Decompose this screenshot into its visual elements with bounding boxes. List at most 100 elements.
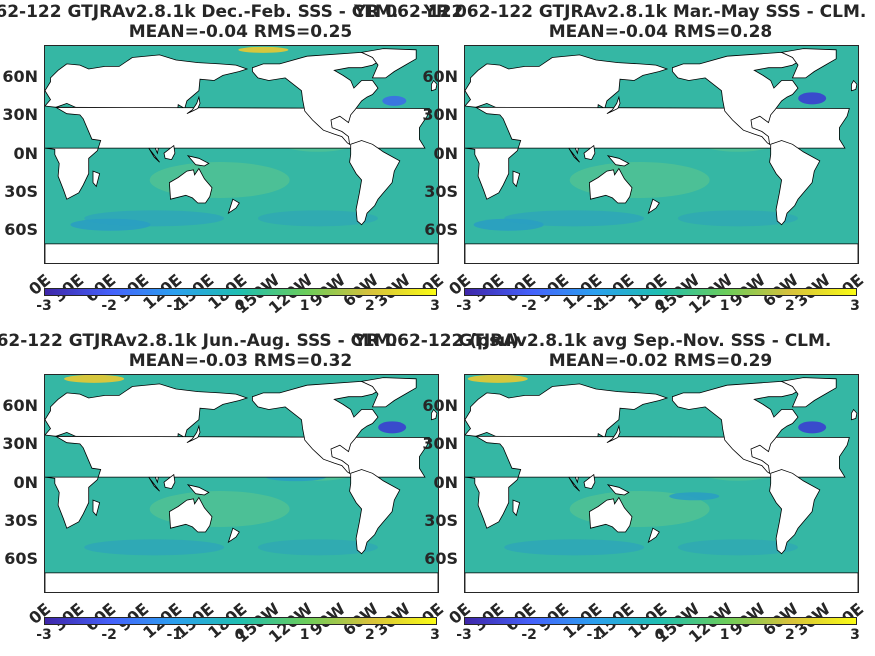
lat-tick-label: 60N xyxy=(422,395,458,415)
land-indonesia1 xyxy=(148,147,160,163)
colorbar-tick-label: 2 xyxy=(784,627,795,643)
lat-tick-label: 30N xyxy=(422,105,458,125)
panel-stats: MEAN=-0.04 RMS=0.25 xyxy=(128,22,353,42)
colorbar-tick-label: -3 xyxy=(456,627,472,643)
lat-tick-label: 60S xyxy=(4,220,38,240)
land-antarctica xyxy=(45,243,438,263)
land-antarctica xyxy=(465,572,858,592)
lat-tick-label: 30N xyxy=(422,434,458,454)
sss-anomaly-map xyxy=(464,374,859,593)
colorbar-tick-label: -2 xyxy=(101,298,117,314)
land-uk xyxy=(430,408,438,421)
land-borneo xyxy=(163,473,176,490)
land-newguinea xyxy=(606,155,630,167)
land-samerica xyxy=(349,140,401,226)
colorbar-tick-label: 0 xyxy=(654,298,665,314)
colorbar-tick-label: -3 xyxy=(456,298,472,314)
lat-tick-label: 30S xyxy=(4,510,38,530)
land-japan xyxy=(606,95,621,115)
lat-tick-label: 60S xyxy=(424,220,458,240)
lat-tick-label: 60N xyxy=(422,66,458,86)
land-antarctica xyxy=(45,572,438,592)
panel-stats: MEAN=-0.04 RMS=0.28 xyxy=(548,22,773,42)
land-nz xyxy=(647,527,660,544)
land-greenland xyxy=(360,377,417,408)
land-australia xyxy=(168,496,213,533)
colorbar-tick-label: -2 xyxy=(521,627,537,643)
land-newguinea xyxy=(606,484,630,496)
land-indonesia1 xyxy=(568,476,580,492)
land-japan xyxy=(186,424,201,444)
colorbar-tick-label: -3 xyxy=(36,298,52,314)
lat-tick-label: 0N xyxy=(13,472,38,492)
lat-tick-label: 0N xyxy=(13,143,38,163)
panel-stats: MEAN=-0.03 RMS=0.32 xyxy=(128,351,353,371)
colorbar-tick-label: 3 xyxy=(850,627,860,643)
land-namerica xyxy=(251,51,385,146)
lat-tick-label: 30N xyxy=(2,105,38,125)
colorbar-tick-label: 2 xyxy=(364,627,375,643)
land-samerica xyxy=(769,469,821,555)
colorbar-tick-label: 3 xyxy=(430,627,440,643)
land-samerica xyxy=(769,140,821,226)
colorbar-tick-label: -2 xyxy=(521,298,537,314)
lat-tick-label: 30S xyxy=(4,181,38,201)
lat-tick-label: 60S xyxy=(424,549,458,569)
lat-tick-label: 0N xyxy=(433,143,458,163)
colorbar-tick-label: -1 xyxy=(166,298,183,314)
sss-anomaly-map xyxy=(44,45,439,264)
panel-title: YR 062-122 GTJRAv2.8.1k Mar.-May SSS - C… xyxy=(423,2,867,22)
land-madagascar xyxy=(512,499,521,517)
lat-tick-label: 0N xyxy=(433,472,458,492)
land-australia xyxy=(168,167,213,204)
lat-tick-label: 60N xyxy=(2,66,38,86)
colorbar-tick-label: 2 xyxy=(784,298,795,314)
colorbar-tick-label: 2 xyxy=(364,298,375,314)
colorbar xyxy=(464,617,857,625)
colorbar-tick-label: -1 xyxy=(586,298,603,314)
panel-title: GTJRAv2.8.1k avg Sep.-Nov. SSS - CLM. xyxy=(458,331,832,351)
land-australia xyxy=(588,167,633,204)
land-nz xyxy=(227,527,240,544)
lat-tick-label: 30S xyxy=(424,181,458,201)
panel-stats: MEAN=-0.02 RMS=0.29 xyxy=(548,351,773,371)
land-namerica xyxy=(671,380,805,475)
land-nz xyxy=(227,198,240,215)
colorbar xyxy=(44,288,437,296)
colorbar-tick-label: 0 xyxy=(654,627,665,643)
lat-tick-label: 60N xyxy=(2,395,38,415)
land-greenland xyxy=(780,48,837,79)
colorbar-tick-label: 1 xyxy=(719,627,730,643)
panel-title: 062-122 GTJRAv2.8.1k Jun.-Aug. SSS - CLM… xyxy=(0,331,398,351)
panel-title-overlap: YR 062-122 xyxy=(354,2,464,22)
land-australia xyxy=(588,496,633,533)
land-madagascar xyxy=(512,170,521,188)
land-madagascar xyxy=(92,170,101,188)
land-uk xyxy=(850,79,858,92)
colorbar-tick-label: -1 xyxy=(166,627,183,643)
land-samerica xyxy=(349,469,401,555)
land-uk xyxy=(430,79,438,92)
colorbar-tick-label: 3 xyxy=(850,298,860,314)
colorbar-tick-label: -2 xyxy=(101,627,117,643)
land-japan xyxy=(606,424,621,444)
colorbar xyxy=(464,288,857,296)
land-madagascar xyxy=(92,499,101,517)
lat-tick-label: 60S xyxy=(4,549,38,569)
land-indonesia1 xyxy=(568,147,580,163)
colorbar-tick-label: 1 xyxy=(719,298,730,314)
land-namerica xyxy=(671,51,805,146)
colorbar xyxy=(44,617,437,625)
colorbar-tick-label: 3 xyxy=(430,298,440,314)
panel-title: 062-122 GTJRAv2.8.1k Dec.-Feb. SSS - CLM… xyxy=(0,2,399,22)
colorbar-tick-label: -3 xyxy=(36,627,52,643)
colorbar-tick-label: 1 xyxy=(299,298,310,314)
land-antarctica xyxy=(465,243,858,263)
colorbar-tick-label: 0 xyxy=(234,627,245,643)
land-borneo xyxy=(163,144,176,161)
land-newguinea xyxy=(186,155,210,167)
panel-title-overlap: YR 062-122 (psu) xyxy=(354,331,520,351)
land-newguinea xyxy=(186,484,210,496)
land-japan xyxy=(186,95,201,115)
lat-tick-label: 30N xyxy=(2,434,38,454)
